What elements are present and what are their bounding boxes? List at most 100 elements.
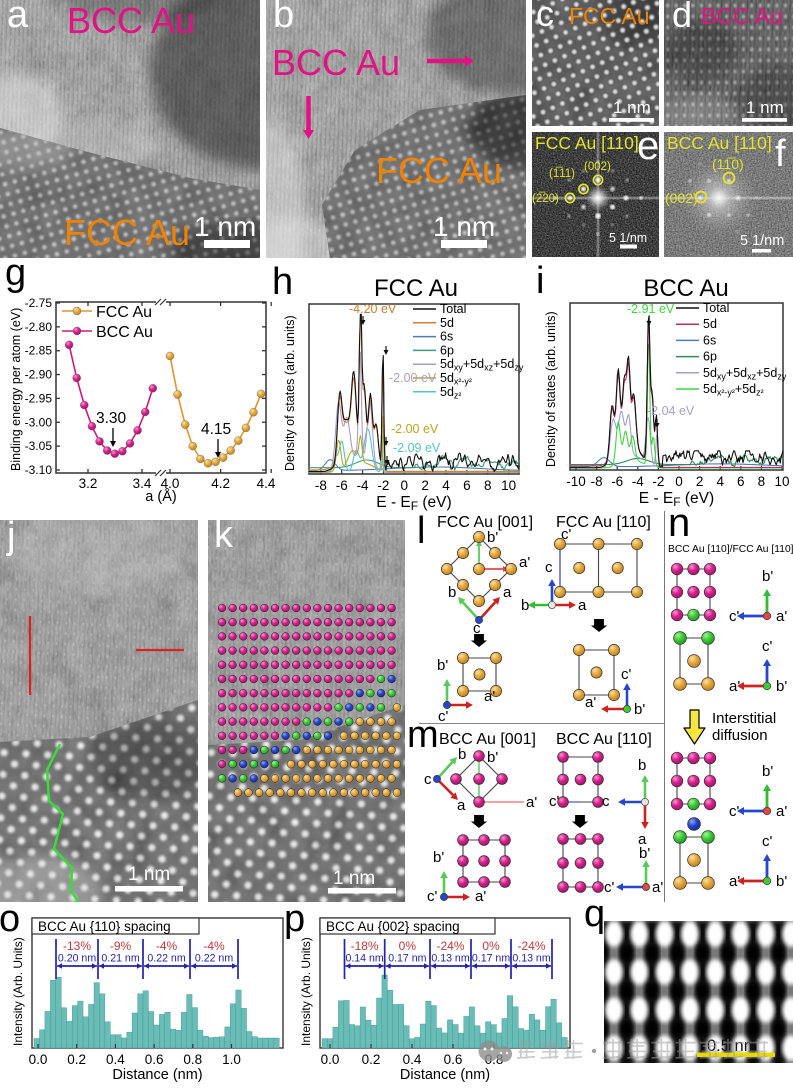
- svg-text:-4.20 eV: -4.20 eV: [349, 302, 397, 316]
- svg-text:-4%: -4%: [156, 939, 178, 953]
- svg-text:BCC Au: BCC Au: [67, 0, 195, 41]
- svg-text:Density of states (arb. units): Density of states (arb. units): [283, 315, 297, 471]
- svg-text:c': c': [438, 708, 449, 725]
- svg-text:b: b: [448, 584, 456, 601]
- svg-text:-2.91 eV: -2.91 eV: [627, 302, 675, 316]
- svg-text:l: l: [417, 510, 425, 552]
- svg-text:m: m: [407, 714, 439, 756]
- svg-text:0.0: 0.0: [321, 1052, 340, 1067]
- svg-text:0.0: 0.0: [29, 1052, 48, 1067]
- svg-text:FCC Au: FCC Au: [96, 304, 152, 321]
- svg-text:Interstitial: Interstitial: [712, 710, 776, 727]
- svg-text:a': a': [519, 554, 530, 571]
- svg-text:c: c: [602, 793, 610, 810]
- svg-text:f: f: [775, 133, 786, 175]
- svg-text:Intensity (Arb. Units): Intensity (Arb. Units): [299, 937, 313, 1046]
- svg-text:b': b': [487, 749, 498, 766]
- svg-text:FCC Au [001]: FCC Au [001]: [437, 514, 533, 531]
- svg-text:-2.95: -2.95: [25, 391, 53, 405]
- svg-text:BCC Au: BCC Au: [96, 324, 153, 341]
- svg-text:Distance (nm): Distance (nm): [400, 1067, 490, 1083]
- svg-text:i: i: [536, 260, 544, 302]
- svg-text:FCC Au: FCC Au: [374, 275, 458, 302]
- svg-text:Total: Total: [703, 301, 729, 315]
- svg-text:e: e: [637, 124, 659, 168]
- svg-text:-2.09 eV: -2.09 eV: [393, 441, 441, 455]
- svg-text:c': c': [729, 803, 740, 820]
- svg-text:-2.90: -2.90: [25, 368, 53, 382]
- svg-text:c': c': [427, 888, 438, 905]
- svg-text:-4: -4: [632, 474, 644, 489]
- svg-text:-3.05: -3.05: [25, 439, 53, 453]
- svg-text:k: k: [214, 514, 234, 556]
- svg-text:(002): (002): [584, 161, 611, 173]
- svg-text:a: a: [457, 797, 466, 814]
- svg-text:8: 8: [758, 474, 766, 489]
- svg-text:b': b': [776, 678, 787, 695]
- svg-text:-18%: -18%: [351, 939, 379, 953]
- svg-text:10: 10: [501, 478, 516, 493]
- svg-text:BCC Au {002} spacing: BCC Au {002} spacing: [326, 919, 460, 934]
- svg-text:-2.85: -2.85: [25, 344, 53, 358]
- svg-text:n: n: [668, 501, 690, 545]
- svg-text:a: a: [503, 584, 512, 601]
- svg-text:-2.75: -2.75: [25, 296, 53, 310]
- svg-text:b': b': [634, 701, 645, 718]
- svg-text:0.5 nm: 0.5 nm: [707, 1037, 757, 1055]
- svg-text:BCC Au: BCC Au: [272, 42, 400, 83]
- svg-text:-24%: -24%: [517, 939, 545, 953]
- svg-text:6p: 6p: [440, 343, 454, 357]
- svg-text:1.0: 1.0: [222, 1052, 241, 1067]
- svg-text:c': c': [762, 638, 773, 655]
- svg-text:E - EF (eV): E - EF (eV): [639, 490, 714, 509]
- svg-text:FCC Au [110]: FCC Au [110]: [535, 133, 639, 153]
- svg-text:b': b': [776, 873, 787, 890]
- svg-text:5d: 5d: [440, 316, 454, 330]
- svg-text:-8: -8: [315, 478, 327, 493]
- svg-text:-9%: -9%: [110, 939, 132, 953]
- svg-text:BCC Au: BCC Au: [643, 275, 728, 302]
- svg-text:1 nm: 1 nm: [194, 211, 256, 242]
- svg-text:a': a': [526, 794, 537, 811]
- svg-text:b': b': [639, 845, 650, 862]
- svg-text:6: 6: [737, 474, 745, 489]
- svg-text:1 nm: 1 nm: [613, 98, 651, 117]
- svg-text:-6: -6: [336, 478, 348, 493]
- svg-text:0.4: 0.4: [403, 1052, 422, 1067]
- svg-text:a': a': [729, 873, 740, 890]
- svg-text:Distance (nm): Distance (nm): [112, 1067, 202, 1083]
- svg-text:0.2: 0.2: [362, 1052, 381, 1067]
- svg-text:3.4: 3.4: [133, 476, 152, 491]
- svg-text:-4: -4: [357, 478, 369, 493]
- svg-text:0%: 0%: [482, 939, 500, 953]
- svg-text:-2.00 eV: -2.00 eV: [389, 371, 437, 385]
- svg-text:0.6: 0.6: [145, 1052, 164, 1067]
- svg-text:BCC Au {110} spacing: BCC Au {110} spacing: [38, 919, 171, 934]
- svg-text:FCC Au [110]: FCC Au [110]: [556, 514, 651, 531]
- svg-text:3.30: 3.30: [96, 410, 127, 427]
- svg-text:b': b': [433, 849, 444, 866]
- svg-text:c: c: [473, 620, 481, 637]
- svg-text:4.15: 4.15: [201, 421, 231, 438]
- svg-text:0: 0: [401, 478, 409, 493]
- svg-text:FCC Au: FCC Au: [569, 3, 650, 29]
- svg-text:a (Å): a (Å): [145, 488, 176, 505]
- svg-text:c': c': [762, 833, 773, 850]
- svg-text:-8: -8: [591, 474, 603, 489]
- svg-text:c: c: [536, 0, 554, 34]
- svg-text:2: 2: [696, 474, 704, 489]
- svg-text:b': b': [762, 568, 773, 585]
- svg-text:4.4: 4.4: [257, 476, 276, 491]
- svg-text:c': c': [604, 879, 615, 896]
- svg-text:-2: -2: [652, 474, 664, 489]
- svg-text:a': a': [776, 803, 787, 820]
- svg-text:-6: -6: [611, 474, 623, 489]
- svg-text:0.17 nm: 0.17 nm: [472, 953, 510, 965]
- svg-text:diffusion: diffusion: [712, 727, 768, 744]
- svg-text:-3.10: -3.10: [25, 463, 53, 477]
- svg-text:-2.00 eV: -2.00 eV: [391, 422, 439, 436]
- svg-text:-4%: -4%: [203, 939, 225, 953]
- svg-text:a: a: [7, 0, 29, 36]
- svg-text:0.2: 0.2: [67, 1052, 86, 1067]
- svg-text:1 nm: 1 nm: [333, 868, 375, 889]
